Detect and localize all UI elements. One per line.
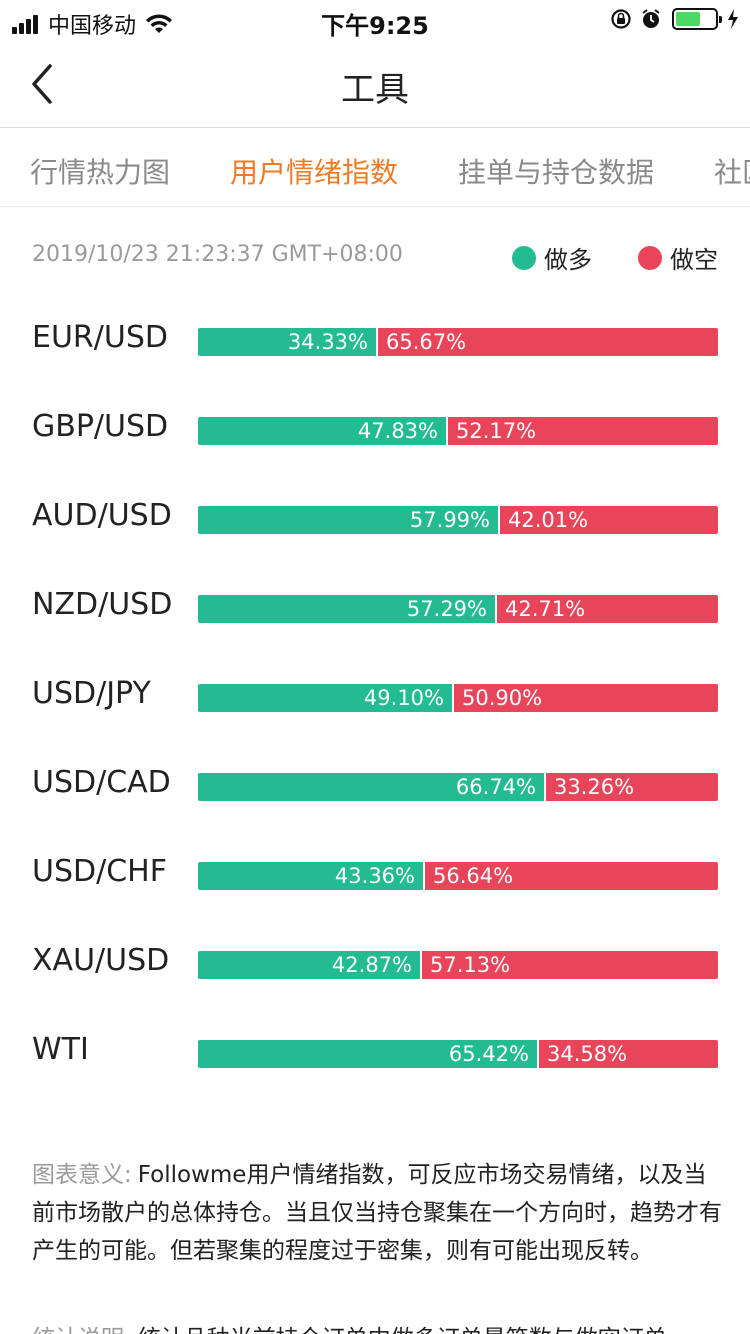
carrier-name: 中国移动 [48, 14, 137, 39]
legend-long: 做多 [512, 240, 592, 275]
short-segment: 42.71% [497, 595, 718, 623]
pair-label: GBP/USD [32, 409, 169, 444]
signal-icon [12, 14, 40, 34]
legend-long-dot [512, 245, 536, 270]
long-segment: 57.29% [198, 595, 495, 623]
short-segment: 57.13% [422, 951, 718, 979]
sentiment-row: USD/CHF 43.36% 56.64% [0, 854, 750, 890]
rotation-lock-icon [611, 9, 631, 29]
back-arrow-icon[interactable] [26, 62, 66, 106]
legend-short-label: 做空 [670, 246, 718, 274]
pair-label: USD/CHF [32, 854, 167, 889]
sentiment-bar: 66.74% 33.26% [198, 773, 718, 801]
pair-label: USD/JPY [32, 676, 151, 711]
long-segment: 42.87% [198, 951, 420, 979]
short-segment: 34.58% [539, 1040, 718, 1068]
legend-long-label: 做多 [544, 246, 592, 274]
long-segment: 43.36% [198, 862, 423, 890]
pair-label: WTI [32, 1032, 89, 1067]
wifi-icon [146, 14, 173, 33]
nav-bar: 工具 [0, 40, 750, 128]
battery-icon [672, 8, 722, 30]
charging-icon [728, 9, 738, 29]
sentiment-bar: 57.29% 42.71% [198, 595, 718, 623]
long-segment: 65.42% [198, 1040, 537, 1068]
sentiment-row: NZD/USD 57.29% 42.71% [0, 587, 750, 623]
update-timestamp: 2019/10/23 21:23:37 GMT+08:00 [32, 242, 403, 267]
sentiment-bar: 43.36% 56.64% [198, 862, 718, 890]
sentiment-bar: 34.33% 65.67% [198, 328, 718, 356]
short-segment: 65.67% [378, 328, 718, 356]
pair-label: AUD/USD [32, 498, 172, 533]
chart-meaning-text: Followme用户情绪指数，可反应市场交易情绪，以及当前市场散户的总体持仓。当… [32, 1162, 722, 1264]
long-segment: 49.10% [198, 684, 452, 712]
pair-label: NZD/USD [32, 587, 173, 622]
pair-label: USD/CAD [32, 765, 171, 800]
legend-short-dot [638, 245, 662, 270]
sentiment-row: USD/JPY 49.10% 50.90% [0, 676, 750, 712]
sentiment-row: USD/CAD 66.74% 33.26% [0, 765, 750, 801]
tab-sentiment[interactable]: 用户情绪指数 [230, 156, 399, 189]
sentiment-row: XAU/USD 42.87% 57.13% [0, 943, 750, 979]
tab-heatmap[interactable]: 行情热力图 [30, 156, 171, 189]
sentiment-row: AUD/USD 57.99% 42.01% [0, 498, 750, 534]
long-segment: 66.74% [198, 773, 544, 801]
status-left: 中国移动 [12, 8, 174, 40]
short-segment: 42.01% [500, 506, 718, 534]
alarm-icon [642, 9, 660, 28]
sentiment-bar: 47.83% 52.17% [198, 417, 718, 445]
long-segment: 47.83% [198, 417, 446, 445]
chart-meaning: 图表意义: Followme用户情绪指数，可反应市场交易情绪，以及当前市场散户的总… [32, 1156, 722, 1270]
page-title: 工具 [341, 70, 409, 110]
sentiment-bar: 57.99% 42.01% [198, 506, 718, 534]
long-segment: 57.99% [198, 506, 498, 534]
sentiment-bar: 65.42% 34.58% [198, 1040, 718, 1068]
sentiment-row: WTI 65.42% 34.58% [0, 1032, 750, 1068]
short-segment: 56.64% [425, 862, 718, 890]
pair-label: XAU/USD [32, 943, 170, 978]
tab-bar: 行情热力图 用户情绪指数 挂单与持仓数据 社区 [0, 129, 750, 207]
short-segment: 52.17% [448, 417, 718, 445]
chart-meaning-label: 图表意义: [32, 1162, 132, 1188]
pair-label: EUR/USD [32, 320, 168, 355]
chart-legend: 做多 做空 [512, 240, 718, 275]
status-right [602, 8, 740, 30]
tab-community[interactable]: 社区 [714, 156, 750, 189]
stats-note: 统计说明: 统计品种当前持仓订单中做多订单最笔数与做空订单 [32, 1320, 722, 1334]
stats-note-text: 统计品种当前持仓订单中做多订单最笔数与做空订单 [138, 1326, 667, 1334]
status-time: 下午9:25 [321, 12, 429, 40]
short-segment: 50.90% [454, 684, 718, 712]
sentiment-row: EUR/USD 34.33% 65.67% [0, 320, 750, 356]
tab-orders-positions[interactable]: 挂单与持仓数据 [458, 156, 655, 189]
sentiment-bar: 49.10% 50.90% [198, 684, 718, 712]
sentiment-row: GBP/USD 47.83% 52.17% [0, 409, 750, 445]
short-segment: 33.26% [546, 773, 718, 801]
status-bar: 中国移动 下午9:25 [0, 0, 750, 40]
sentiment-bar: 42.87% 57.13% [198, 951, 718, 979]
stats-note-label: 统计说明: [32, 1326, 132, 1334]
legend-short: 做空 [638, 240, 718, 275]
long-segment: 34.33% [198, 328, 376, 356]
